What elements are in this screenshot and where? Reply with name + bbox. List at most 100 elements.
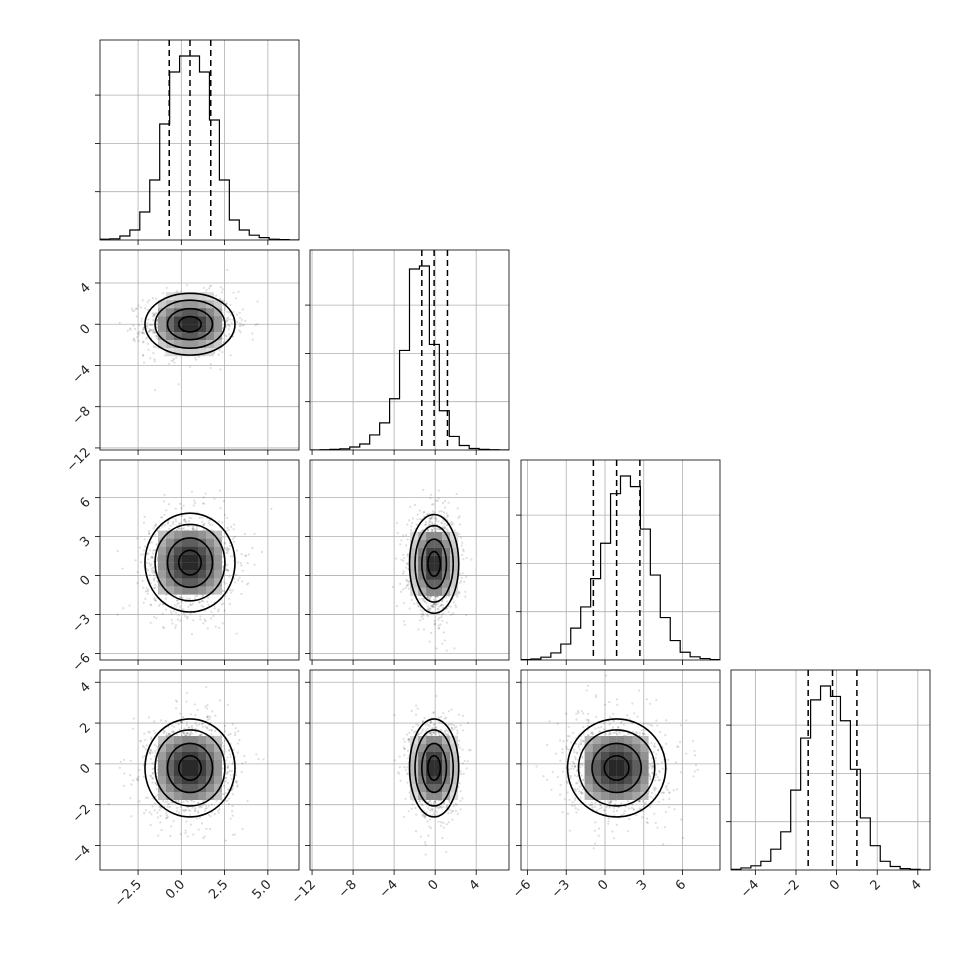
scatter-point [168, 732, 171, 735]
scatter-point [182, 732, 186, 735]
scatter-point [236, 578, 240, 582]
scatter-point [201, 725, 204, 728]
scatter-point [232, 310, 235, 313]
scatter-point [237, 290, 240, 293]
density-cell [174, 300, 182, 309]
scatter-point [154, 312, 157, 315]
scatter-point [184, 614, 187, 618]
scatter-point [410, 598, 413, 602]
scatter-point [149, 323, 152, 326]
scatter-point [161, 516, 164, 519]
scatter-point [168, 527, 171, 531]
density-cell [206, 586, 214, 595]
scatter-point [427, 596, 430, 599]
scatter-point [178, 605, 182, 608]
scatter-point [227, 597, 231, 600]
scatter-point [149, 323, 152, 326]
scatter-point [246, 562, 249, 565]
scatter-point [152, 777, 155, 780]
scatter-point [251, 332, 254, 335]
scatter-point [187, 605, 190, 608]
scatter-point [438, 605, 441, 608]
scatter-point [167, 520, 170, 523]
scatter-point [433, 527, 436, 530]
scatter-point [232, 291, 235, 294]
scatter-point [178, 522, 181, 525]
scatter-point [173, 361, 176, 364]
scatter-point [218, 626, 221, 630]
scatter-point [430, 493, 433, 496]
density-cell [410, 579, 419, 588]
scatter-point [206, 600, 209, 603]
scatter-point [191, 732, 194, 735]
density-cell [434, 579, 443, 588]
scatter-point [239, 331, 242, 334]
scatter-point [445, 596, 448, 599]
scatter-point [221, 622, 224, 625]
scatter-point [131, 309, 134, 313]
scatter-point [149, 549, 152, 552]
scatter-point [254, 323, 257, 326]
scatter-point [139, 739, 142, 742]
scatter-point [177, 723, 180, 726]
scatter-point [423, 628, 426, 631]
scatter-point [437, 618, 440, 621]
scatter-point [233, 535, 236, 538]
density-cell [214, 308, 222, 317]
scatter-point [153, 328, 156, 331]
scatter-point [168, 503, 171, 506]
scatter-point [186, 284, 189, 287]
scatter-point [420, 613, 423, 616]
scatter-point [190, 726, 194, 729]
scatter-point [184, 732, 187, 735]
density-cell [174, 316, 182, 325]
scatter-point [225, 302, 228, 305]
scatter-point [155, 297, 158, 300]
scatter-point [225, 319, 228, 322]
scatter-point [193, 356, 197, 360]
scatter-point [400, 539, 403, 542]
scatter-point [141, 331, 144, 334]
scatter-point [247, 553, 250, 556]
scatter-point [128, 327, 131, 330]
scatter-point [402, 570, 405, 573]
density-cell [158, 332, 166, 341]
scatter-point [421, 597, 424, 601]
scatter-point [194, 595, 197, 598]
scatter-point [196, 810, 200, 813]
scatter-point [152, 574, 156, 577]
scatter-point [143, 538, 146, 541]
scatter-point [142, 586, 145, 589]
scatter-point [429, 607, 432, 610]
scatter-point [169, 835, 172, 838]
scatter-point [141, 331, 144, 335]
scatter-point [182, 716, 185, 719]
scatter-point [402, 534, 405, 537]
scatter-point [171, 731, 174, 734]
scatter-point [176, 618, 179, 621]
scatter-point [206, 627, 209, 630]
scatter-point [181, 527, 184, 530]
scatter-point [156, 334, 159, 337]
scatter-point [218, 489, 221, 492]
scatter-point [177, 800, 180, 803]
scatter-point [406, 523, 409, 526]
scatter-point [227, 803, 230, 806]
scatter-point [203, 502, 206, 505]
scatter-point [226, 552, 229, 555]
scatter-point [221, 327, 224, 330]
scatter-point [154, 524, 157, 527]
scatter-point [202, 496, 205, 499]
scatter-point [146, 552, 149, 556]
scatter-point [146, 592, 149, 596]
scatter-point [151, 571, 154, 574]
scatter-point [198, 816, 201, 820]
scatter-point [153, 360, 156, 363]
scatter-point [413, 602, 416, 605]
scatter-point [188, 734, 191, 737]
scatter-point [395, 557, 398, 560]
scatter-point [225, 317, 228, 320]
scatter-point [139, 553, 142, 556]
scatter-point [426, 596, 429, 599]
